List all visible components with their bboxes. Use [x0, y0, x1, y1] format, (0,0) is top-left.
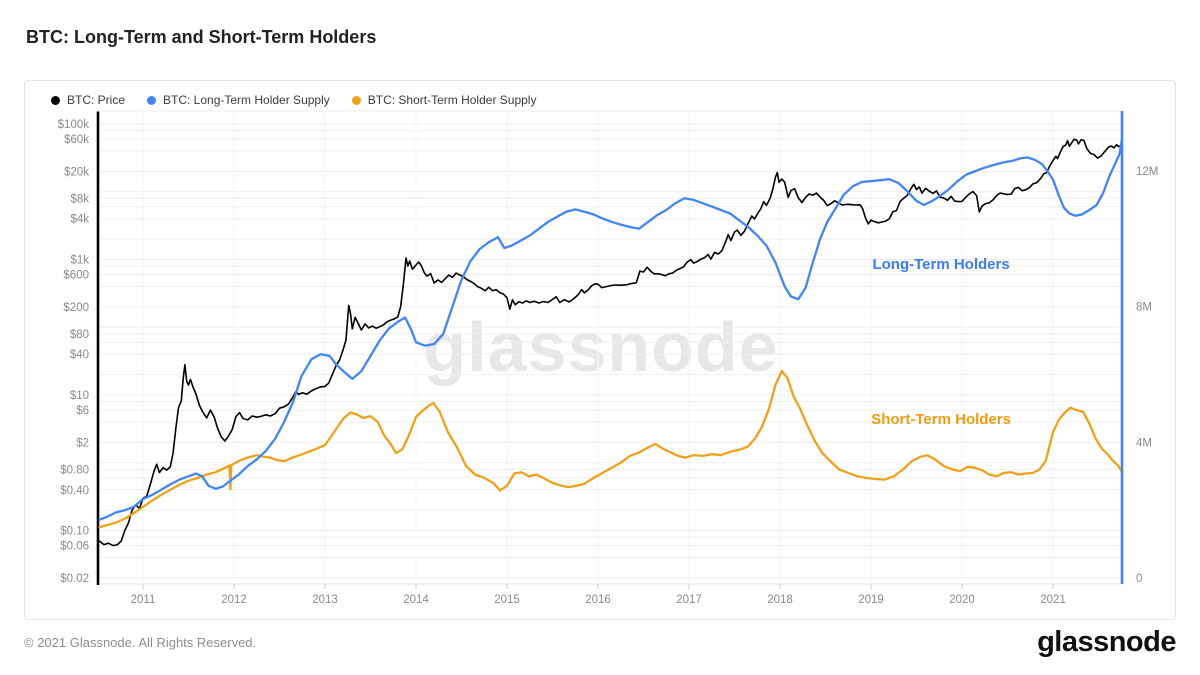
x-axis-tick-label: 2018: [767, 594, 793, 606]
annotation-short-term-holders: Short-Term Holders: [871, 411, 1011, 428]
y-axis-price-tick-label: $0.80: [60, 464, 89, 476]
y-axis-price-tick-label: $1k: [70, 255, 89, 267]
price-series-dot-icon: [51, 95, 60, 105]
x-axis-tick-label: 2021: [1040, 594, 1066, 606]
chart-plot-area[interactable]: 2011 2012 2013 2014 2015 2016 2017 2018 2019 2020…: [25, 81, 1177, 621]
sth-series-dot-icon: [351, 95, 361, 105]
y-axis-price-tick-label: $8k: [70, 193, 89, 205]
lth-series-dot-icon: [147, 95, 157, 105]
x-axis-tick-label: 2017: [676, 594, 702, 606]
x-axis-tick-label: 2011: [131, 594, 156, 606]
y-axis-price-tick-label: $200: [63, 302, 89, 314]
legend-label: BTC: Long-Term Holder Supply: [163, 93, 330, 107]
y-axis-supply-tick-label: 12M: [1136, 166, 1158, 178]
series-btc-long-term-holder-supply[interactable]: [98, 137, 1124, 521]
y-axis-supply-tick-label: 0: [1136, 573, 1142, 585]
annotation-long-term-holders: Long-Term Holders: [872, 256, 1009, 273]
legend-item-short-term-holder-supply[interactable]: BTC: Short-Term Holder Supply: [351, 93, 537, 107]
legend-item-btc-price[interactable]: BTC: Price: [51, 93, 125, 107]
y-axis-price-tick-label: $0.02: [60, 573, 89, 585]
page-title: BTC: Long-Term and Short-Term Holders: [26, 27, 377, 47]
y-axis-price-tick-label: $0.40: [60, 485, 89, 497]
legend-item-long-term-holder-supply[interactable]: BTC: Long-Term Holder Supply: [147, 93, 330, 107]
series-btc-price[interactable]: [98, 138, 1123, 547]
y-axis-price-tick-label: $600: [63, 270, 89, 282]
y-axis-price-tick-label: $4k: [70, 214, 89, 226]
x-axis-tick-label: 2015: [494, 594, 520, 606]
chart-legend: BTC: Price BTC: Long-Term Holder Supply …: [51, 91, 536, 109]
x-axis-tick-label: 2013: [312, 594, 338, 606]
chart-card: glassnode 2011 2012 2013 2014 2015 2016 2017 20…: [24, 80, 1176, 620]
y-axis-price-tick-label: $20k: [64, 166, 89, 178]
glassnode-watermark: glassnode: [423, 308, 779, 386]
series-btc-short-term-holder-supply[interactable]: [98, 369, 1124, 529]
x-axis-tick-label: 2020: [949, 594, 975, 606]
y-axis-price-tick-label: $0.10: [60, 526, 89, 538]
y-axis-price-tick-label: $6: [76, 405, 89, 417]
y-axis-price-tick-label: $40: [70, 349, 89, 361]
y-axis-price-tick-label: $0.06: [60, 541, 89, 553]
y-axis-supply-tick-label: 8M: [1136, 302, 1152, 314]
x-axis-tick-label: 2016: [585, 594, 611, 606]
x-axis-tick-label: 2019: [858, 594, 884, 606]
y-axis-price-tick-label: $100k: [58, 119, 90, 131]
glassnode-logo: glassnode: [1037, 626, 1176, 658]
y-axis-price-tick-label: $10: [70, 390, 89, 402]
y-axis-price-tick-label: $80: [70, 329, 89, 341]
x-axis-tick-label: 2014: [403, 594, 429, 606]
legend-label: BTC: Short-Term Holder Supply: [367, 93, 537, 107]
legend-label: BTC: Price: [67, 93, 126, 107]
x-axis-tick-label: 2012: [221, 594, 247, 606]
y-axis-supply-tick-label: 4M: [1136, 437, 1152, 449]
y-axis-price-tick-label: $2: [76, 437, 89, 449]
y-axis-price-tick-label: $60k: [64, 134, 89, 146]
copyright-text: © 2021 Glassnode. All Rights Reserved.: [24, 635, 257, 650]
